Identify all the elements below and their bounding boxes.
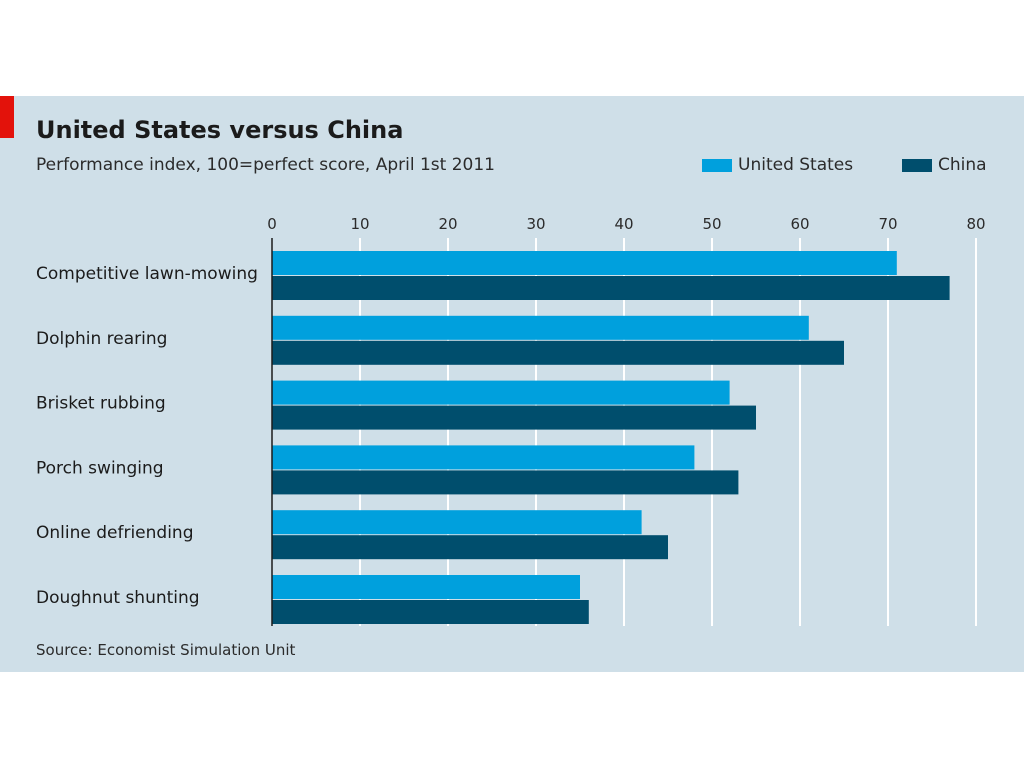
bar bbox=[272, 510, 642, 535]
bar bbox=[272, 470, 739, 495]
chart-subtitle: Performance index, 100=perfect score, Ap… bbox=[36, 155, 495, 175]
legend-label-united-states: United States bbox=[738, 155, 854, 175]
category-label: Dolphin rearing bbox=[36, 329, 167, 349]
x-tick-label: 40 bbox=[614, 215, 633, 233]
x-tick-label: 0 bbox=[267, 215, 277, 233]
bar bbox=[272, 251, 897, 275]
x-tick-label: 50 bbox=[702, 215, 721, 233]
bar bbox=[272, 600, 589, 624]
bar bbox=[272, 445, 695, 470]
chart-title: United States versus China bbox=[36, 116, 404, 144]
chart-panel: United States versus China Performance i… bbox=[0, 96, 1024, 672]
category-label: Porch swinging bbox=[36, 458, 164, 478]
bar bbox=[272, 405, 756, 430]
bar bbox=[272, 535, 668, 560]
legend-label-china: China bbox=[938, 155, 987, 175]
legend-swatch-china bbox=[902, 159, 932, 172]
chart-source: Source: Economist Simulation Unit bbox=[36, 641, 296, 659]
x-tick-label: 30 bbox=[526, 215, 545, 233]
red-accent-bar bbox=[0, 96, 14, 138]
bar bbox=[272, 315, 809, 340]
category-label: Brisket rubbing bbox=[36, 394, 166, 414]
bar bbox=[272, 340, 844, 365]
x-tick-label: 80 bbox=[966, 215, 985, 233]
category-label: Online defriending bbox=[36, 523, 194, 543]
x-tick-label: 10 bbox=[350, 215, 369, 233]
bar bbox=[272, 276, 950, 300]
legend-swatch-united-states bbox=[702, 159, 732, 172]
bar bbox=[272, 380, 730, 405]
category-label: Competitive lawn-mowing bbox=[36, 264, 258, 284]
x-tick-label: 20 bbox=[438, 215, 457, 233]
bar bbox=[272, 575, 580, 599]
bar-chart: 0 10 20 30 40 50 60 70 80 Competitive lawn-mowing… bbox=[36, 215, 986, 626]
category-label: Doughnut shunting bbox=[36, 588, 200, 608]
x-tick-label: 60 bbox=[790, 215, 809, 233]
x-tick-label: 70 bbox=[878, 215, 897, 233]
